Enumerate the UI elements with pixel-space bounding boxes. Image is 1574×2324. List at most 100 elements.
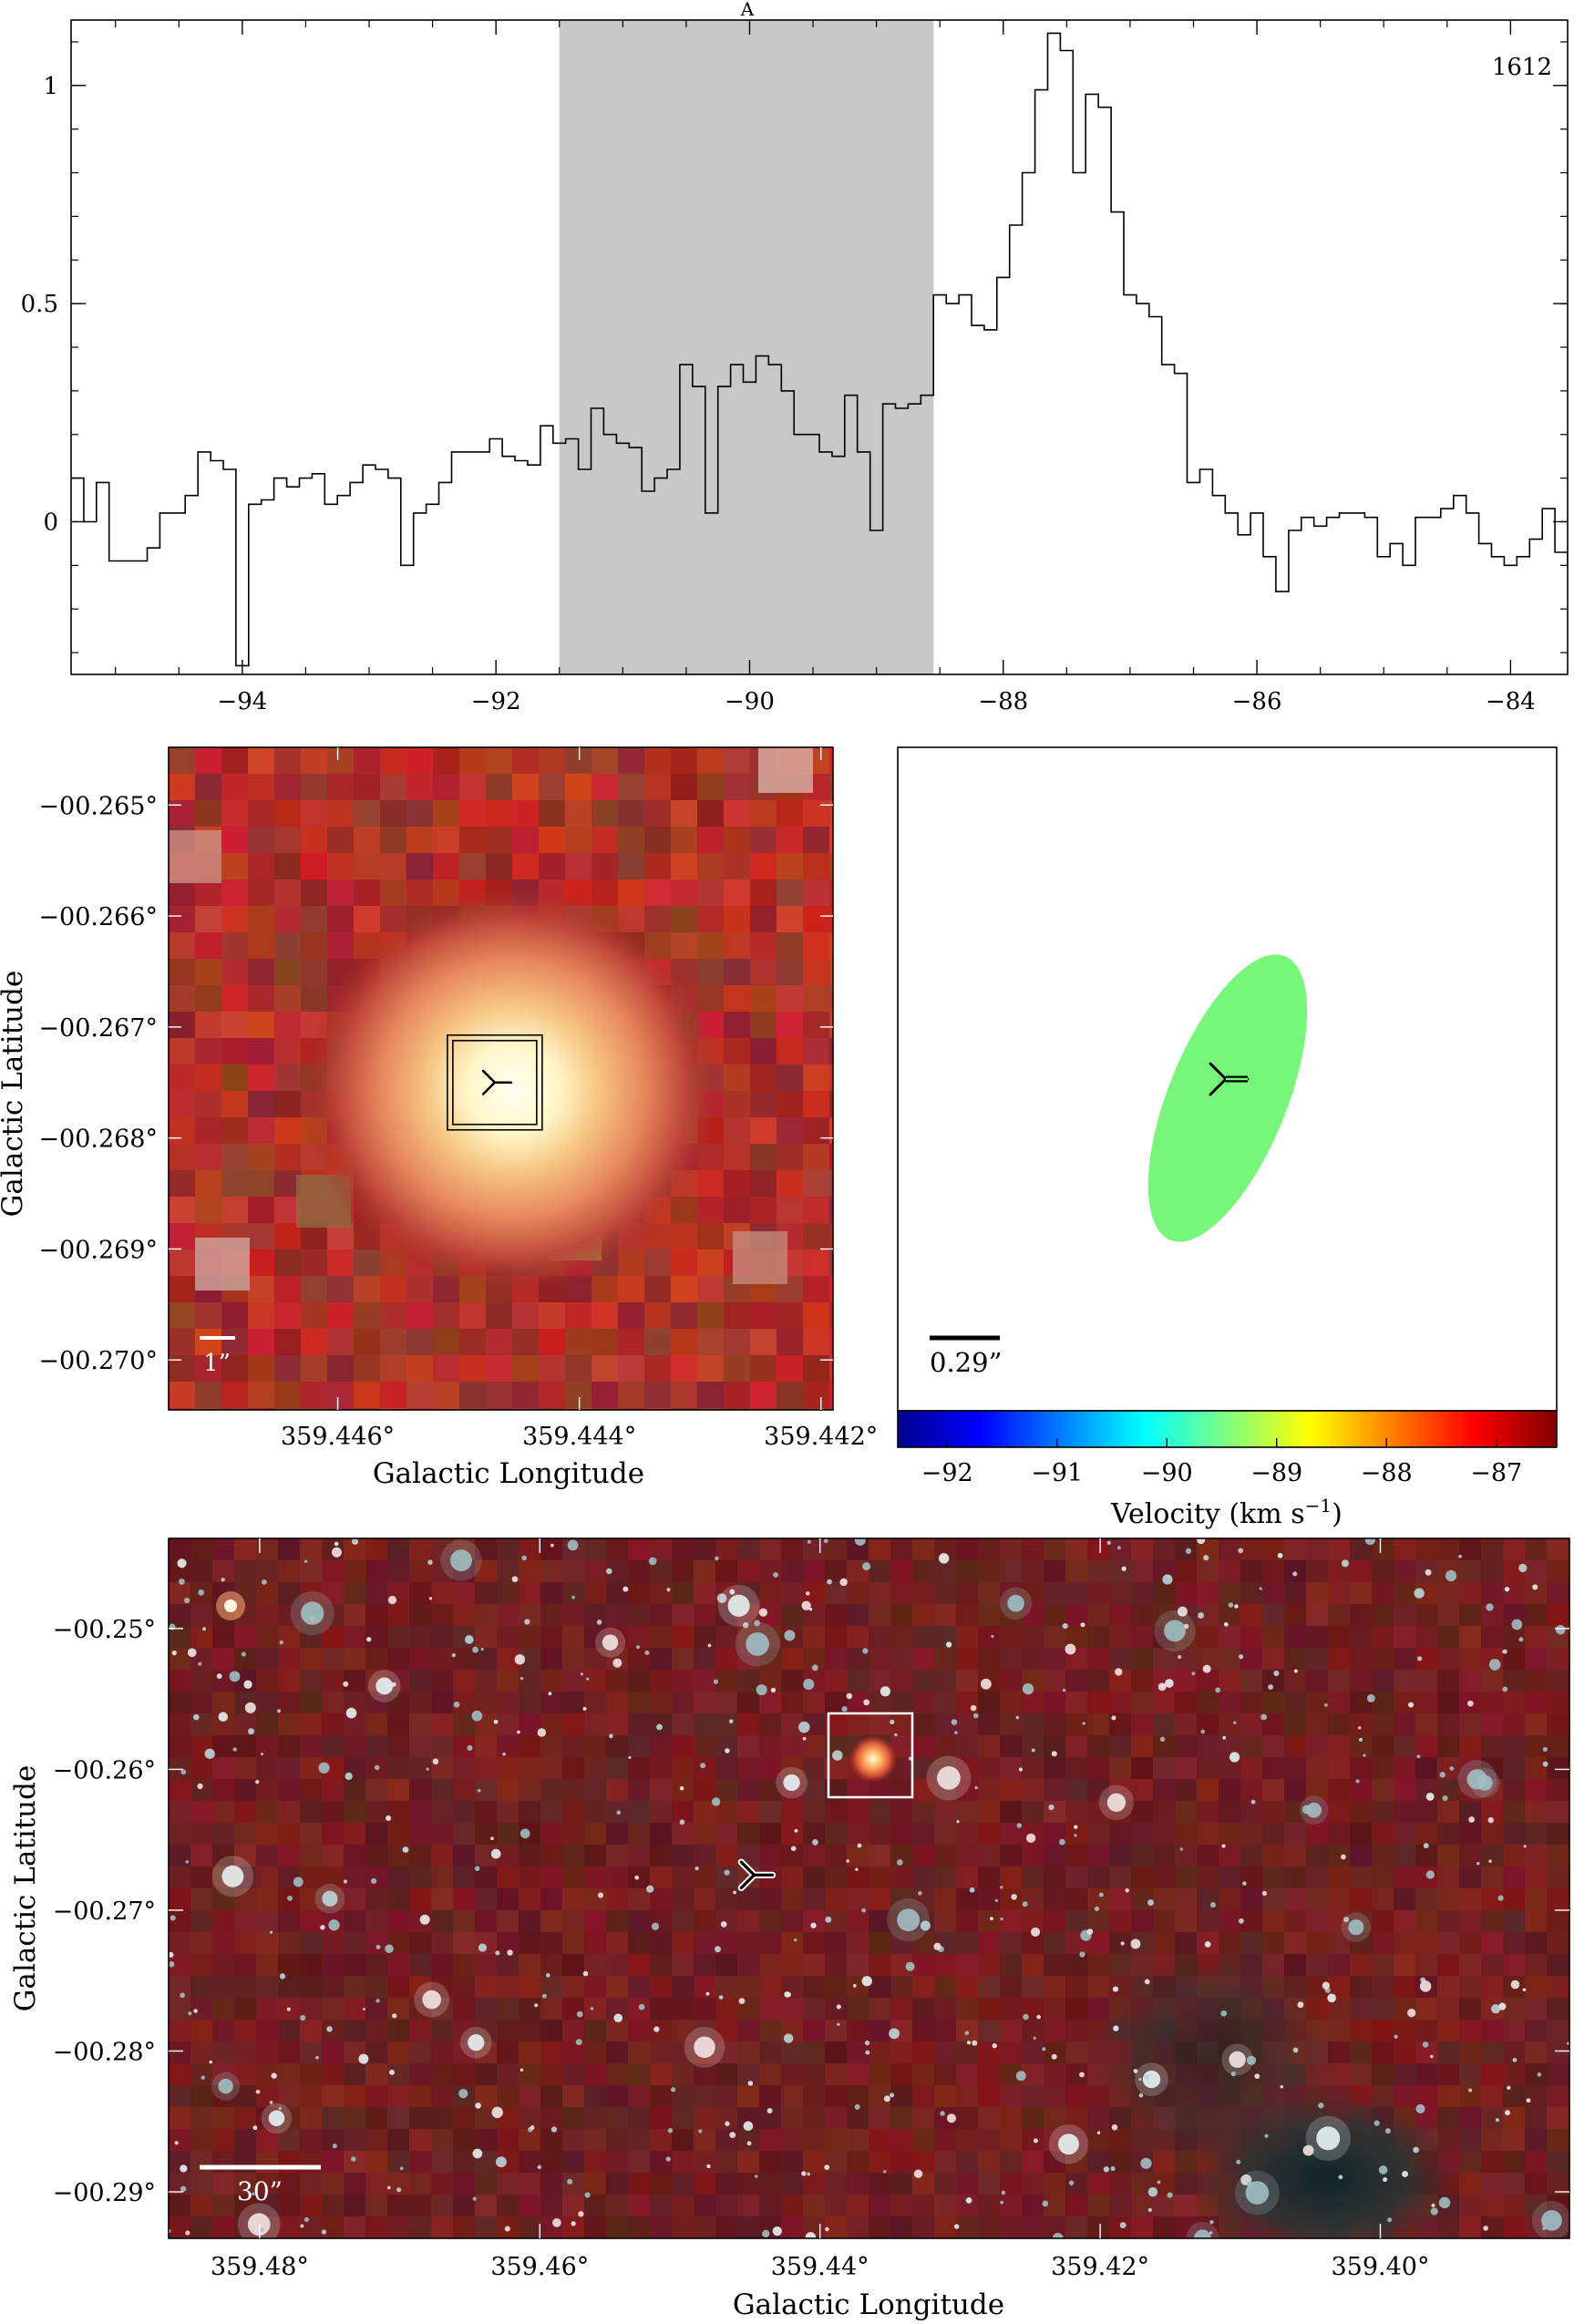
overview-texture-cell: [672, 1976, 694, 1999]
overview-star: [762, 2229, 770, 2237]
overview-texture-cell: [540, 1538, 563, 1561]
overview-texture-cell: [847, 1954, 869, 1977]
zoom-frame: [168, 746, 834, 1411]
overview-texture-cell: [1503, 1954, 1526, 1977]
overview-texture-cell: [1284, 1757, 1307, 1780]
overview-texture-cell: [1284, 1692, 1307, 1714]
zoom-pixel: [354, 1302, 381, 1330]
overview-texture-cell: [562, 1692, 585, 1714]
overview-texture-cell: [934, 1670, 957, 1692]
overview-star: [653, 2026, 660, 2032]
overview-texture-cell: [1437, 1648, 1460, 1671]
overview-star: [184, 1598, 190, 1604]
overview-star: [945, 1641, 952, 1648]
overview-texture-cell: [1328, 1713, 1351, 1736]
overview-texture-cell: [234, 2063, 257, 2086]
overview-texture-cell: [781, 2107, 804, 2130]
overview-texture-cell: [890, 1976, 913, 1999]
overview-texture-cell: [540, 1910, 563, 1933]
zoom-pixel: [221, 906, 249, 933]
overview-texture-cell: [847, 1866, 869, 1889]
zoom-pixel: [274, 1249, 302, 1277]
overview-texture-cell: [190, 1998, 213, 2021]
overview-texture-cell: [628, 2107, 651, 2130]
overview-texture-cell: [1284, 1538, 1307, 1561]
overview-star: [803, 1678, 815, 1691]
overview-texture-cell: [1109, 1845, 1132, 1867]
zoom-pixel: [169, 800, 196, 828]
overview-star: [634, 1875, 640, 1880]
overview-texture-cell: [519, 1735, 541, 1758]
colorbar-label: Velocity (km s−1): [1110, 1495, 1343, 1530]
overview-texture-cell: [365, 2129, 388, 2152]
overview-texture-cell: [1109, 1648, 1132, 1671]
overview-texture-cell: [234, 1560, 257, 1583]
overview-texture-cell: [190, 1779, 213, 1802]
overview-texture-cell: [475, 1757, 498, 1780]
zoom-pixel: [750, 1064, 777, 1092]
overview-texture-cell: [956, 1888, 979, 1911]
overview-star: [1094, 1906, 1100, 1911]
overview-texture-cell: [869, 1801, 891, 1824]
overview-texture-cell: [519, 1998, 541, 2021]
zoom-pixel: [221, 1012, 249, 1039]
overview-texture-cell: [1328, 1757, 1351, 1780]
overview-star: [832, 1750, 843, 1761]
overview-star: [1011, 1894, 1017, 1900]
overview-texture-cell: [256, 1604, 279, 1627]
overview-texture-cell: [497, 1998, 520, 2021]
overview-texture-cell: [1044, 1888, 1066, 1911]
overview-texture-cell: [1087, 2216, 1110, 2238]
overview-texture-cell: [1394, 1713, 1416, 1736]
overview-star: [679, 1786, 684, 1791]
overview-texture-cell: [847, 1998, 869, 2021]
zoom-pixel: [195, 1144, 222, 1171]
overview-texture-cell: [628, 1801, 651, 1824]
overview-star: [209, 2060, 213, 2064]
overview-star: [1144, 2074, 1150, 2080]
overview-texture-cell: [256, 1954, 279, 1977]
overview-texture-cell: [781, 2129, 804, 2152]
overview-texture-cell: [912, 2063, 935, 2086]
overview-texture-cell: [1525, 1823, 1548, 1846]
overview-texture-cell: [606, 1604, 629, 1627]
zoom-pixel: [777, 1144, 804, 1171]
overview-star: [894, 1733, 898, 1737]
overview-star: [1116, 1546, 1121, 1550]
zoom-pixel: [169, 1329, 196, 1356]
zoom-pixel: [301, 1355, 328, 1383]
overview-texture-cell: [300, 1954, 323, 1977]
overview-texture-cell: [322, 1735, 345, 1758]
zoom-pixel: [195, 747, 222, 775]
zoom-pixel: [433, 1355, 460, 1383]
overview-star: [171, 1650, 177, 1656]
overview-texture-cell: [912, 1757, 935, 1780]
overview-texture-cell: [1262, 1626, 1285, 1649]
overview-texture-cell: [1284, 1626, 1307, 1649]
overview-texture-cell: [869, 2041, 891, 2064]
overview-star: [801, 1600, 811, 1610]
overview-star: [590, 2007, 594, 2010]
overview-texture-cell: [256, 1582, 279, 1605]
overview-texture-cell: [694, 1801, 716, 1824]
overview-star: [793, 1938, 797, 1942]
overview-texture-cell: [1087, 2173, 1110, 2195]
zoom-pixel: [486, 827, 513, 854]
overview-texture-cell: [912, 1823, 935, 1846]
zoom-pixel-bright: [169, 830, 221, 883]
zoom-pixel: [724, 1355, 751, 1383]
overview-texture-cell: [1175, 1801, 1198, 1824]
overview-star: [521, 1555, 528, 1561]
overview-texture-cell: [387, 1866, 410, 1889]
overview-texture-cell: [781, 2063, 804, 2086]
spectrum-xtick-label: −84: [1486, 688, 1536, 715]
overview-star: [1157, 2180, 1161, 2185]
overview-texture-cell: [1350, 1626, 1373, 1649]
overview-texture-cell: [1394, 1604, 1416, 1627]
overview-texture-cell: [628, 1626, 651, 1649]
overview-texture-cell: [562, 2173, 585, 2195]
overview-texture-cell: [584, 2020, 607, 2042]
overview-texture-cell: [256, 2151, 279, 2174]
overview-star: [1260, 1713, 1268, 1721]
zoom-pixel: [433, 1382, 460, 1409]
